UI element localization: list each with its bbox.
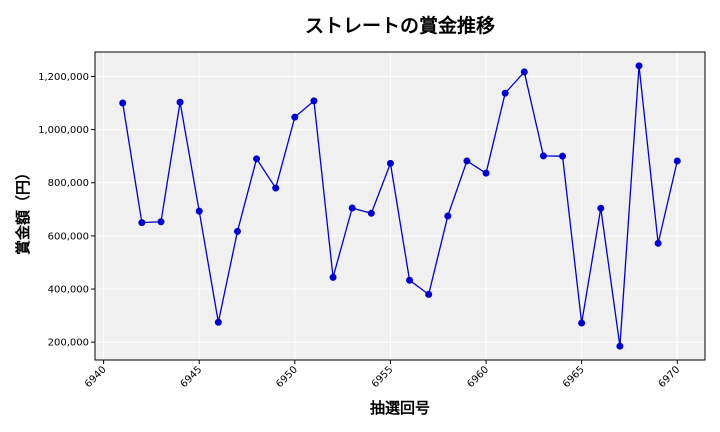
x-axis-label: 抽選回号 [370, 399, 430, 417]
data-point [157, 218, 165, 226]
data-point [463, 157, 471, 165]
series-layer [119, 62, 681, 350]
data-point [406, 276, 414, 284]
data-point [559, 152, 567, 160]
data-point [539, 152, 547, 160]
y-tick-label: 1,000,000 [38, 125, 89, 136]
data-point [673, 157, 681, 165]
x-tick-label: 6940 [83, 364, 109, 390]
chart-title: ストレートの賞金推移 [305, 14, 495, 37]
data-point [253, 155, 261, 163]
data-point [195, 207, 203, 215]
plot-frame [94, 51, 706, 361]
plot-area [94, 51, 706, 361]
data-point [444, 212, 452, 220]
series-line [122, 65, 678, 347]
data-point [501, 89, 509, 97]
x-tick-label: 6960 [465, 364, 491, 390]
y-tick-label: 800,000 [48, 178, 89, 189]
data-point [329, 273, 337, 281]
data-point [272, 184, 280, 192]
y-tick-label: 600,000 [48, 231, 89, 242]
grid [95, 52, 705, 360]
data-point [578, 319, 586, 327]
data-point [291, 113, 299, 121]
data-point [214, 318, 222, 326]
data-point [482, 169, 490, 177]
data-point [386, 159, 394, 167]
y-tick-label: 200,000 [48, 338, 89, 349]
data-point [233, 227, 241, 235]
x-axis: 6940 6945 6950 6955 6960 6965 6970 [83, 360, 682, 390]
data-point [520, 68, 528, 76]
data-point [367, 209, 375, 217]
x-tick-label: 6950 [274, 364, 300, 390]
data-point [176, 98, 184, 106]
y-axis: 200,000 400,000 600,000 800,000 1,000,000 1,2… [38, 72, 95, 349]
data-point [635, 62, 643, 70]
y-tick-label: 1,200,000 [38, 72, 89, 83]
data-point [310, 97, 318, 105]
x-tick-label: 6955 [370, 364, 396, 390]
data-point [597, 204, 605, 212]
y-tick-label: 400,000 [48, 285, 89, 296]
data-point [616, 342, 624, 350]
data-point [138, 219, 146, 227]
y-axis-label: 賞金額（円） [14, 165, 32, 255]
data-point [348, 204, 356, 212]
x-tick-label: 6945 [179, 364, 205, 390]
data-point [119, 99, 127, 107]
x-tick-label: 6970 [657, 364, 683, 390]
x-tick-label: 6965 [561, 364, 587, 390]
data-point [654, 239, 662, 247]
data-point [425, 290, 433, 298]
